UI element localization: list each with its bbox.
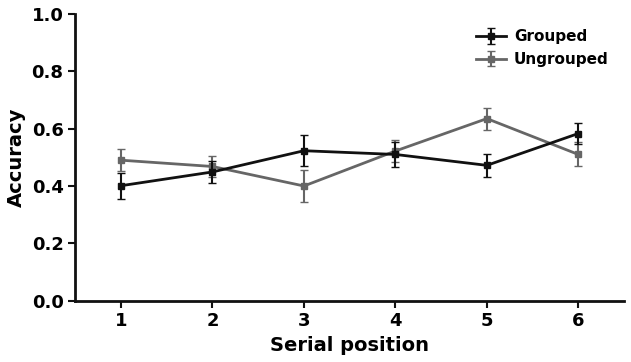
Legend: Grouped, Ungrouped: Grouped, Ungrouped (468, 22, 616, 75)
Y-axis label: Accuracy: Accuracy (7, 108, 26, 207)
X-axis label: Serial position: Serial position (270, 336, 429, 355)
